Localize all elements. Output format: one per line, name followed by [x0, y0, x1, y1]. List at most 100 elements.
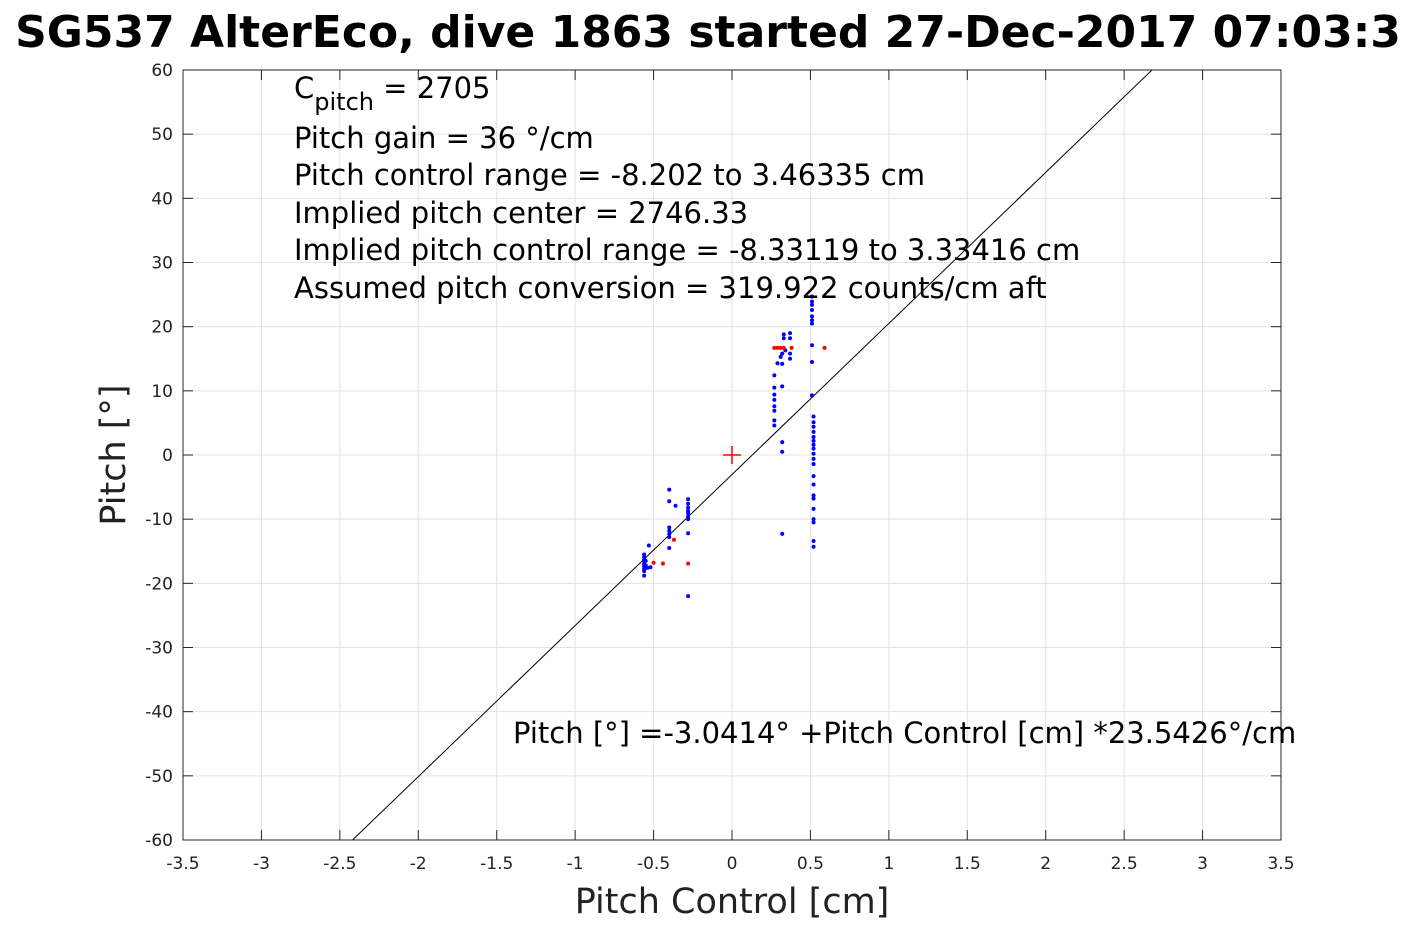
y-tick-label: -60 [145, 831, 173, 851]
data-point [811, 451, 816, 456]
x-tick-label: 3.5 [1267, 854, 1294, 874]
fit-equation-label: Pitch [°] =-3.0414° +Pitch Control [cm] … [513, 716, 1296, 750]
center-marker [723, 446, 741, 464]
x-tick-label: 1 [883, 854, 894, 874]
data-point [780, 449, 785, 454]
data-point [788, 331, 793, 336]
y-tick-label: 50 [151, 125, 173, 145]
data-point [772, 373, 777, 378]
data-point [811, 414, 816, 419]
data-point [686, 501, 691, 506]
annotation-block: Cpitch = 2705 Pitch gain = 36 °/cm Pitch… [294, 71, 1080, 305]
data-point [788, 351, 793, 356]
data-point [775, 361, 780, 366]
data-point [780, 351, 785, 356]
data-point [811, 517, 816, 522]
data-point [667, 487, 672, 492]
x-axis-label: Pitch Control [cm] [575, 882, 890, 922]
data-point [772, 392, 777, 397]
x-tick-label: 2.5 [1111, 854, 1138, 874]
x-tick-label: 3 [1197, 854, 1208, 874]
data-points [642, 294, 827, 599]
data-point [809, 359, 814, 364]
data-point [772, 404, 777, 409]
data-point [811, 538, 816, 543]
annotation-pitch-control-range: Pitch control range = -8.202 to 3.46335 … [294, 158, 925, 192]
data-point [809, 321, 814, 326]
data-point [809, 302, 814, 307]
data-point [811, 493, 816, 498]
data-point [781, 336, 786, 341]
fit-line [352, 69, 1153, 841]
data-point [811, 420, 816, 425]
data-point [772, 345, 777, 350]
data-point [811, 506, 816, 511]
axis-ticks [182, 69, 1282, 841]
data-point [686, 594, 691, 599]
annotation-implied-pitch-center: Implied pitch center = 2746.33 [294, 196, 748, 230]
data-point [660, 561, 665, 566]
data-point [809, 294, 814, 299]
data-point [811, 435, 816, 440]
x-tick-label: 2 [1040, 854, 1051, 874]
data-point [822, 345, 827, 350]
data-point [667, 499, 672, 504]
annotation-cpitch: Cpitch = 2705 [294, 71, 491, 116]
data-point [651, 560, 656, 565]
x-tick-label: -2.5 [323, 854, 356, 874]
data-point [775, 345, 780, 350]
data-point [646, 543, 651, 548]
annotation-pitch-gain: Pitch gain = 36 °/cm [294, 121, 594, 155]
data-point [811, 461, 816, 466]
data-point [778, 345, 783, 350]
regression-line [352, 69, 1153, 841]
y-tick-labels: -60 -50 -40 -30 -20 -10 0 10 20 30 40 50 60 [145, 61, 173, 851]
data-point [811, 520, 816, 525]
data-point [809, 393, 814, 398]
data-point [788, 336, 793, 341]
data-point [811, 482, 816, 487]
y-tick-label: -40 [145, 703, 173, 723]
y-tick-label: 40 [151, 189, 173, 209]
data-point [772, 423, 777, 428]
data-point [780, 531, 785, 536]
data-point [809, 318, 814, 323]
data-point [686, 505, 691, 510]
data-point [781, 345, 786, 350]
chart-title: SG537 AlterEco, dive 1863 started 27-Dec… [15, 7, 1401, 58]
y-tick-label: 30 [151, 254, 173, 274]
data-point [686, 497, 691, 502]
data-point [772, 418, 777, 423]
data-point [781, 332, 786, 337]
data-point [667, 528, 672, 533]
data-point [642, 573, 647, 578]
annotation-pitch-conversion: Assumed pitch conversion = 319.922 count… [294, 271, 1047, 305]
annotation-implied-control-range: Implied pitch control range = -8.33119 t… [294, 233, 1080, 267]
x-tick-label: 0.5 [797, 854, 824, 874]
y-tick-label: 0 [162, 446, 173, 466]
x-tick-label: -0.5 [637, 854, 670, 874]
data-point [811, 424, 816, 429]
data-point [667, 535, 672, 540]
data-point [809, 307, 814, 312]
data-point [789, 345, 794, 350]
data-point [811, 429, 816, 434]
data-point [643, 558, 648, 563]
data-point [772, 408, 777, 413]
data-point [686, 531, 691, 536]
x-tick-label: 1.5 [954, 854, 981, 874]
y-tick-label: -20 [145, 574, 173, 594]
data-point [780, 384, 785, 389]
data-point [788, 356, 793, 361]
data-point [772, 397, 777, 402]
cpitch-subscript: pitch [314, 88, 374, 116]
data-point [648, 565, 653, 570]
data-point [772, 385, 777, 390]
data-point [780, 440, 785, 445]
y-tick-label: -10 [145, 510, 173, 530]
data-point [671, 537, 676, 542]
data-point [780, 361, 785, 366]
x-tick-label: 0 [727, 854, 738, 874]
x-tick-label: -3 [253, 854, 270, 874]
